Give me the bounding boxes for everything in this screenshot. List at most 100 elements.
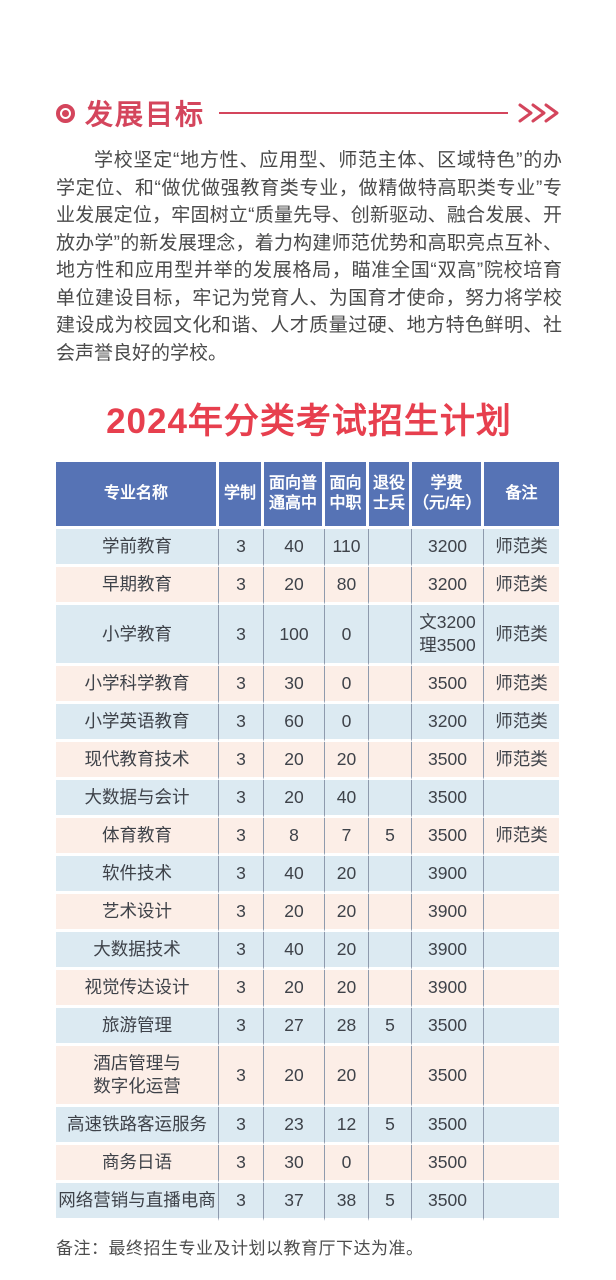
table-cell [369, 529, 412, 567]
table-cell: 小学教育 [56, 605, 219, 666]
table-cell: 20 [264, 780, 325, 818]
table-cell: 0 [325, 1145, 369, 1183]
table-cell [484, 1046, 559, 1107]
table-cell: 20 [325, 1046, 369, 1107]
table-row: 体育教育 3 8 7 5 3500 师范类 [56, 818, 559, 856]
table-cell [484, 970, 559, 1008]
table-cell: 3500 [412, 780, 484, 818]
table-cell: 3 [219, 704, 264, 742]
table-row: 大数据与会计 3 20 40 3500 [56, 780, 559, 818]
column-header-vocational: 面向 中职 [325, 462, 369, 529]
table-cell: 师范类 [484, 567, 559, 605]
table-cell: 3500 [412, 1107, 484, 1145]
column-header-regular-hs: 面向普 通高中 [264, 462, 325, 529]
decorative-rule [219, 112, 508, 114]
table-cell: 3900 [412, 932, 484, 970]
table-cell: 3 [219, 1145, 264, 1183]
table-cell: 23 [264, 1107, 325, 1145]
bullseye-icon [56, 103, 75, 123]
table-cell: 3 [219, 932, 264, 970]
table-cell: 3 [219, 818, 264, 856]
table-cell: 3200 [412, 567, 484, 605]
table-cell: 20 [264, 970, 325, 1008]
table-cell [369, 856, 412, 894]
table-row: 旅游管理 3 27 28 5 3500 [56, 1008, 559, 1046]
table-cell [369, 704, 412, 742]
table-cell: 体育教育 [56, 818, 219, 856]
table-cell: 大数据与会计 [56, 780, 219, 818]
table-cell: 现代教育技术 [56, 742, 219, 780]
table-cell: 30 [264, 1145, 325, 1183]
table-cell: 3 [219, 742, 264, 780]
table-cell: 7 [325, 818, 369, 856]
table-cell: 网络营销与直播电商 [56, 1183, 219, 1221]
table-cell: 8 [264, 818, 325, 856]
table-cell: 早期教育 [56, 567, 219, 605]
table-cell [484, 1183, 559, 1221]
table-cell: 大数据技术 [56, 932, 219, 970]
table-cell: 艺术设计 [56, 894, 219, 932]
table-cell [484, 1107, 559, 1145]
table-cell: 3 [219, 856, 264, 894]
table-cell: 师范类 [484, 666, 559, 704]
table-cell: 3500 [412, 818, 484, 856]
table-row: 小学科学教育 3 30 0 3500 师范类 [56, 666, 559, 704]
table-cell [369, 666, 412, 704]
table-cell: 3 [219, 567, 264, 605]
table-cell: 视觉传达设计 [56, 970, 219, 1008]
table-cell [484, 780, 559, 818]
table-cell: 40 [264, 932, 325, 970]
table-cell: 0 [325, 666, 369, 704]
column-header-veterans: 退役 士兵 [369, 462, 412, 529]
table-cell: 3 [219, 894, 264, 932]
table-cell: 20 [264, 742, 325, 780]
table-header-row: 专业名称 学制 面向普 通高中 面向 中职 退役 士兵 学费 （元/年） 备注 [56, 462, 559, 529]
table-cell: 5 [369, 1183, 412, 1221]
table-row: 软件技术 3 40 20 3900 [56, 856, 559, 894]
table-cell: 文3200 理3500 [412, 605, 484, 666]
table-cell: 40 [264, 529, 325, 567]
table-cell: 师范类 [484, 818, 559, 856]
table-cell: 3900 [412, 970, 484, 1008]
table-cell: 110 [325, 529, 369, 567]
table-cell: 3500 [412, 1008, 484, 1046]
table-cell: 3 [219, 780, 264, 818]
table-cell: 3900 [412, 894, 484, 932]
table-cell: 3 [219, 1107, 264, 1145]
table-cell: 20 [325, 970, 369, 1008]
table-row: 学前教育 3 40 110 3200 师范类 [56, 529, 559, 567]
table-cell: 40 [264, 856, 325, 894]
table-cell: 师范类 [484, 605, 559, 666]
intro-paragraph: 学校坚定“地方性、应用型、师范主体、区域特色”的办学定位、和“做优做强教育类专业… [56, 150, 562, 364]
table-cell: 20 [264, 567, 325, 605]
table-cell: 28 [325, 1008, 369, 1046]
table-cell: 0 [325, 605, 369, 666]
table-cell: 3900 [412, 856, 484, 894]
table-row: 小学英语教育 3 60 0 3200 师范类 [56, 704, 559, 742]
table-cell: 20 [325, 932, 369, 970]
table-cell: 3 [219, 605, 264, 666]
table-cell: 师范类 [484, 529, 559, 567]
table-cell: 20 [325, 894, 369, 932]
table-note: 备注：最终招生专业及计划以教育厅下达为准。 [56, 1239, 424, 1258]
table-cell: 3 [219, 1008, 264, 1046]
plan-title: 2024年分类考试招生计划 [106, 402, 512, 441]
table-cell: 20 [264, 1046, 325, 1107]
table-cell [484, 856, 559, 894]
table-cell: 软件技术 [56, 856, 219, 894]
table-cell: 100 [264, 605, 325, 666]
table-cell [369, 780, 412, 818]
table-cell: 商务日语 [56, 1145, 219, 1183]
table-cell: 3 [219, 970, 264, 1008]
triple-chevron-right-icon [518, 103, 559, 123]
section-header: 发展目标 [56, 96, 562, 130]
table-cell: 3 [219, 1183, 264, 1221]
table-cell [369, 970, 412, 1008]
section-title: 发展目标 [85, 99, 206, 130]
table-cell: 小学英语教育 [56, 704, 219, 742]
table-cell: 3500 [412, 1183, 484, 1221]
column-header-tuition: 学费 （元/年） [412, 462, 484, 529]
table-cell: 学前教育 [56, 529, 219, 567]
table-cell [484, 894, 559, 932]
